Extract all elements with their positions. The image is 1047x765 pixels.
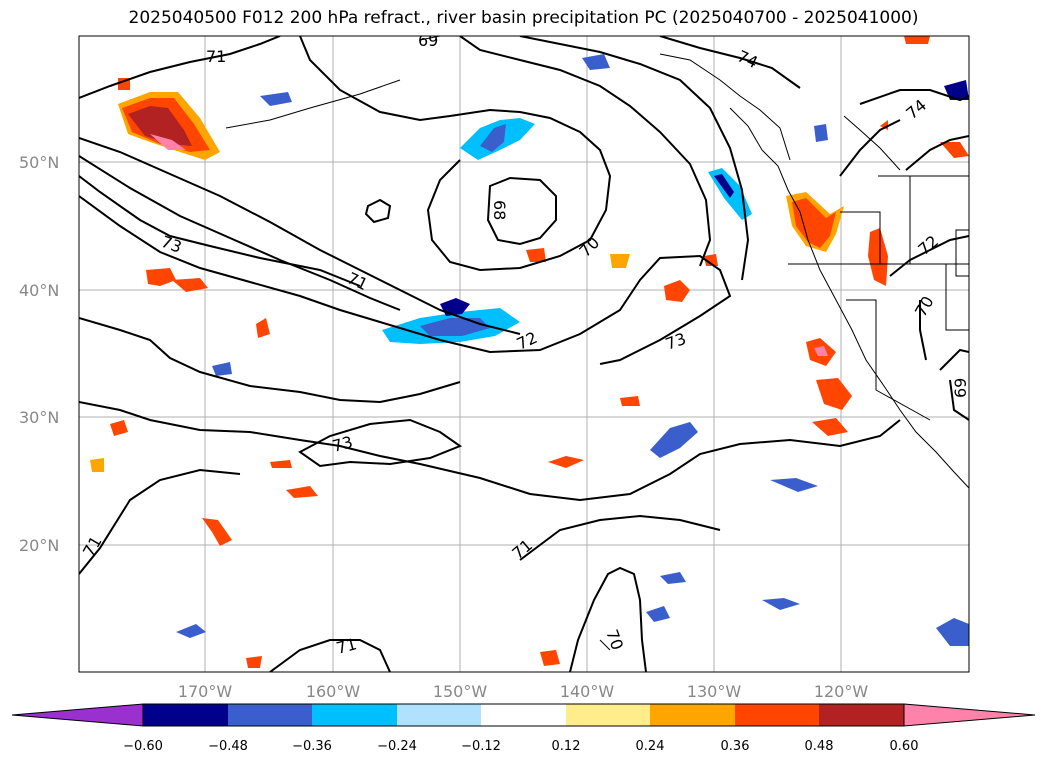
colorbar-segment xyxy=(650,704,735,726)
positive-anomaly-patch xyxy=(868,228,888,286)
negative-anomaly-patch xyxy=(480,124,506,152)
colorbar-segment xyxy=(312,704,397,726)
positive-anomaly-patch xyxy=(202,518,232,546)
colorbar-tick-label: −0.60 xyxy=(123,739,163,754)
positive-anomaly-patch xyxy=(816,378,852,410)
positive-anomaly-patch xyxy=(548,456,584,468)
positive-anomaly-patch xyxy=(172,278,208,292)
positive-anomaly-patch xyxy=(610,254,630,268)
positive-anomaly-patch xyxy=(110,420,128,436)
contour-label: 73 xyxy=(330,432,355,456)
colorbar-tick-label: −0.36 xyxy=(292,739,332,754)
lon-label-160w: 160°W xyxy=(306,682,361,701)
positive-anomaly-patch xyxy=(270,460,292,468)
negative-anomaly-patch xyxy=(176,624,206,638)
positive-anomaly-patch xyxy=(704,254,718,266)
chart-title: 2025040500 F012 200 hPa refract., river … xyxy=(128,8,919,28)
negative-anomaly-patch xyxy=(944,80,969,100)
colorbar-extend-high xyxy=(903,703,1036,727)
positive-anomaly-patch xyxy=(150,134,186,150)
contour-label: 71 xyxy=(334,634,359,658)
colorbar-tick-label: 0.36 xyxy=(721,739,750,754)
negative-anomaly-patch xyxy=(260,92,292,106)
colorbar-segment xyxy=(143,704,228,726)
lon-label-130w: 130°W xyxy=(687,682,742,701)
contour-label: 69 xyxy=(418,31,438,50)
negative-anomaly-patch xyxy=(646,606,670,622)
colorbar-tick-label: −0.24 xyxy=(377,739,417,754)
colorbar-tick-label: 0.12 xyxy=(552,739,581,754)
negative-anomaly-patch xyxy=(936,618,969,646)
lat-label-40n: 40°N xyxy=(19,281,59,300)
colorbar-tick-label: 0.48 xyxy=(805,739,834,754)
longitude-labels: 170°W 160°W 150°W 140°W 130°W 120°W xyxy=(178,682,869,701)
colorbar-segment xyxy=(735,704,819,726)
lon-label-150w: 150°W xyxy=(433,682,488,701)
refractivity-contours xyxy=(79,36,969,672)
negative-anomaly-patch xyxy=(440,298,470,316)
colorbar-tick-label: −0.12 xyxy=(461,739,501,754)
positive-anomaly-patch xyxy=(246,656,262,668)
lon-label-140w: 140°W xyxy=(560,682,615,701)
colorbar-tick-label: −0.48 xyxy=(208,739,248,754)
negative-anomaly-patch xyxy=(212,362,232,376)
negative-anomaly-patch xyxy=(714,174,734,198)
positive-anomaly-patch xyxy=(620,396,640,406)
positive-anomaly-patch xyxy=(540,650,560,666)
positive-anomaly-patch xyxy=(286,486,318,498)
colorbar-segment xyxy=(228,704,312,726)
negative-anomaly-patch xyxy=(420,318,490,336)
positive-anomaly-patch xyxy=(526,248,546,262)
colorbar-segment xyxy=(566,704,650,726)
lon-label-170w: 170°W xyxy=(178,682,233,701)
gridlines xyxy=(79,36,969,672)
positive-anomaly-patch xyxy=(90,458,104,472)
positive-anomaly-patch xyxy=(814,346,828,356)
contour-label: 71 xyxy=(206,47,226,66)
colorbar-tick-label: 0.60 xyxy=(890,739,919,754)
positive-anomaly-patch xyxy=(256,318,270,338)
colorbar: −0.60 −0.48 −0.36 −0.24 −0.12 0.12 0.24 … xyxy=(11,703,1036,754)
negative-anomaly-patch xyxy=(650,422,698,458)
negative-anomaly-patch xyxy=(814,124,828,142)
contour-label: 69 xyxy=(951,378,970,398)
positive-anomaly-patch xyxy=(664,280,690,302)
negative-anomaly-patch xyxy=(660,572,686,584)
latitude-labels: 50°N 40°N 30°N 20°N xyxy=(19,153,59,555)
colorbar-extend-low xyxy=(11,703,144,727)
colorbar-segment xyxy=(397,704,481,726)
contour-label: 68 xyxy=(490,200,509,220)
positive-anomaly-patch xyxy=(940,142,969,158)
negative-anomaly-patch xyxy=(582,54,610,70)
positive-anomaly-patch xyxy=(904,36,930,44)
negative-anomaly-patch xyxy=(770,478,818,492)
positive-anomaly-patch xyxy=(146,268,176,286)
map-frame xyxy=(78,35,970,673)
precip-pc-shading xyxy=(90,36,969,668)
lat-label-50n: 50°N xyxy=(19,153,59,172)
negative-anomaly-patch xyxy=(762,598,800,610)
coastlines xyxy=(225,36,969,651)
colorbar-segment xyxy=(481,704,566,726)
lat-label-20n: 20°N xyxy=(19,536,59,555)
colorbar-frame xyxy=(142,703,905,727)
positive-anomaly-patch xyxy=(128,106,192,146)
colorbar-tick-label: 0.24 xyxy=(636,739,665,754)
positive-anomaly-patch xyxy=(812,418,848,436)
lat-label-30n: 30°N xyxy=(19,408,59,427)
colorbar-segment xyxy=(819,704,904,726)
lon-label-120w: 120°W xyxy=(814,682,869,701)
positive-anomaly-patch xyxy=(792,198,836,248)
